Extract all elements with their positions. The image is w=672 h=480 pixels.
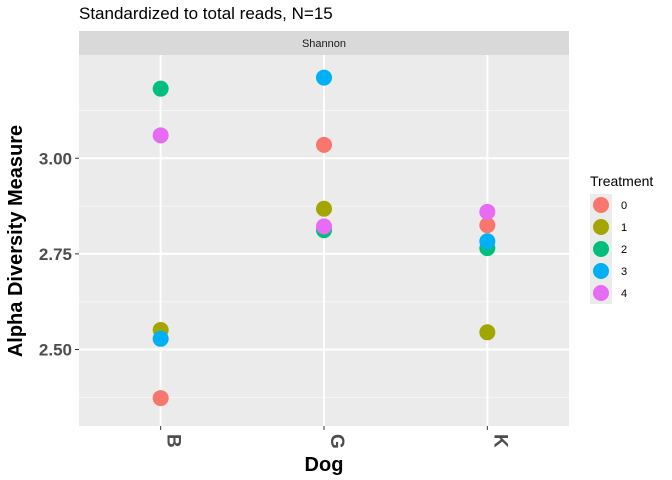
data-point-treatment-1 [316,200,332,217]
legend-label: 2 [621,244,627,256]
x-tick-label: K [489,434,510,448]
facet-strip-label: Shannon [302,38,346,50]
data-point-treatment-0 [479,217,496,234]
legend-swatch [593,241,609,257]
x-tick-label: G [326,434,347,449]
legend-label: 4 [621,288,627,300]
facet-strip [79,31,569,55]
legend-label: 3 [621,266,627,278]
data-point-treatment-4 [479,203,496,220]
legend-entries: 0 1 2 3 4 [590,194,627,304]
legend-swatch [593,263,609,279]
x-axis-title: Dog [305,454,344,476]
data-point-treatment-1 [479,324,496,341]
data-point-treatment-3 [479,233,496,250]
legend-swatch [593,285,609,301]
y-tick-label: 3.00 [39,149,72,168]
data-point-treatment-3 [152,330,169,347]
legend: Treatment 0 1 2 3 4 [590,173,653,304]
legend-label: 1 [621,222,627,234]
y-tick-label: 2.50 [39,341,72,360]
data-point-treatment-4 [316,218,332,235]
data-point-treatment-3 [316,69,332,86]
data-point-treatment-0 [152,390,169,407]
data-point-treatment-0 [316,136,332,153]
legend-swatch [593,197,609,213]
y-axis-ticks: 2.50 2.75 3.00 [39,149,79,360]
legend-title: Treatment [590,173,653,189]
legend-swatch [593,219,609,235]
y-axis-title: Alpha Diversity Measure [5,125,27,357]
chart-title: Standardized to total reads, N=15 [79,4,333,23]
data-point-treatment-4 [152,127,169,144]
legend-label: 0 [621,200,627,212]
data-points [152,69,496,407]
y-tick-label: 2.75 [39,245,72,264]
data-point-treatment-2 [152,80,169,97]
x-tick-label: B [163,434,184,448]
